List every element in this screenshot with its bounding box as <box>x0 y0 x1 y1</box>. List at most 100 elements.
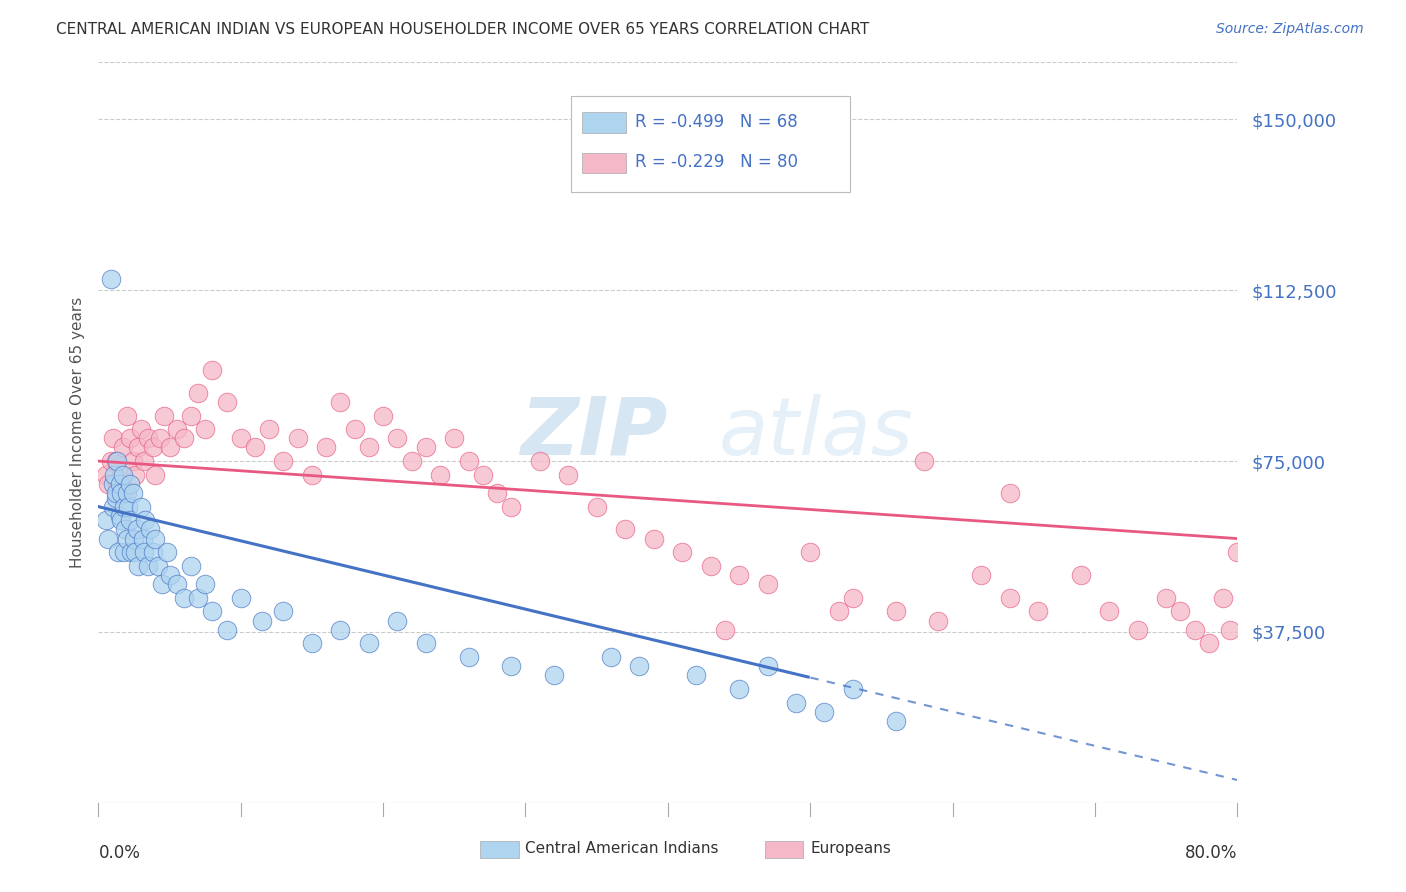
Text: Europeans: Europeans <box>810 841 891 856</box>
Point <box>187 385 209 400</box>
Point <box>94 467 117 482</box>
Point <box>104 454 127 468</box>
Point <box>785 696 807 710</box>
Point <box>828 604 851 618</box>
Text: CENTRAL AMERICAN INDIAN VS EUROPEAN HOUSEHOLDER INCOME OVER 65 YEARS CORRELATION: CENTRAL AMERICAN INDIAN VS EUROPEAN HOUS… <box>56 22 869 37</box>
Point <box>201 604 224 618</box>
Point <box>94 513 117 527</box>
Point <box>180 409 202 423</box>
Point <box>215 395 238 409</box>
Text: atlas: atlas <box>718 393 914 472</box>
Point <box>187 591 209 605</box>
Point <box>813 705 835 719</box>
Point <box>141 545 163 559</box>
Point <box>112 545 135 559</box>
Point <box>243 441 266 455</box>
Point <box>180 558 202 573</box>
Point <box>215 623 238 637</box>
Point <box>120 545 142 559</box>
Point <box>671 545 693 559</box>
Point <box>100 454 122 468</box>
Point <box>628 659 651 673</box>
Point <box>114 523 136 537</box>
Point <box>118 476 141 491</box>
Point <box>343 422 366 436</box>
Point <box>141 441 163 455</box>
Point <box>159 441 181 455</box>
Point <box>115 409 138 423</box>
Point <box>1198 636 1220 650</box>
Point <box>97 476 120 491</box>
Point <box>685 668 707 682</box>
Point <box>100 272 122 286</box>
Point <box>132 545 155 559</box>
Point <box>115 486 138 500</box>
FancyBboxPatch shape <box>571 95 851 192</box>
Point <box>110 513 132 527</box>
Point <box>912 454 935 468</box>
Point <box>127 558 149 573</box>
Point <box>105 454 128 468</box>
Text: 80.0%: 80.0% <box>1185 844 1237 862</box>
Point <box>387 614 409 628</box>
Point <box>129 422 152 436</box>
Point <box>166 577 188 591</box>
Point <box>614 523 637 537</box>
Point <box>229 591 252 605</box>
Point <box>121 486 143 500</box>
Point <box>301 636 323 650</box>
Point <box>842 591 865 605</box>
Point <box>1212 591 1234 605</box>
Point <box>194 577 217 591</box>
Point <box>970 568 993 582</box>
Bar <box>479 840 519 858</box>
Bar <box>582 112 626 133</box>
Point <box>107 545 129 559</box>
Point <box>136 558 159 573</box>
Point <box>756 577 779 591</box>
Point <box>357 441 380 455</box>
Point <box>1070 568 1092 582</box>
Point <box>387 431 409 445</box>
Point <box>127 441 149 455</box>
Point <box>799 545 821 559</box>
Point <box>108 476 131 491</box>
Point <box>457 454 479 468</box>
Point <box>153 409 176 423</box>
Point <box>201 363 224 377</box>
Text: ZIP: ZIP <box>520 393 668 472</box>
Point <box>557 467 579 482</box>
Point <box>998 591 1021 605</box>
Point <box>101 500 124 514</box>
Point <box>401 454 423 468</box>
Bar <box>765 840 803 858</box>
Point <box>1219 623 1241 637</box>
Point <box>149 431 172 445</box>
Point <box>166 422 188 436</box>
Point <box>124 545 146 559</box>
Point <box>145 532 167 546</box>
Point <box>118 431 141 445</box>
Text: R = -0.499   N = 68: R = -0.499 N = 68 <box>636 113 797 131</box>
Point <box>259 422 281 436</box>
Point <box>643 532 665 546</box>
Point <box>1154 591 1177 605</box>
Point <box>529 454 551 468</box>
Point <box>728 568 751 582</box>
Point <box>112 500 135 514</box>
Point <box>111 467 134 482</box>
Point <box>114 486 136 500</box>
Point <box>105 476 128 491</box>
Point <box>415 636 437 650</box>
Point <box>699 558 721 573</box>
Point <box>543 668 565 682</box>
Point <box>110 467 132 482</box>
Point <box>132 454 155 468</box>
Point <box>229 431 252 445</box>
Point <box>1098 604 1121 618</box>
Point <box>884 714 907 728</box>
Point <box>250 614 273 628</box>
Point <box>1170 604 1192 618</box>
Point <box>173 431 195 445</box>
Text: Source: ZipAtlas.com: Source: ZipAtlas.com <box>1216 22 1364 37</box>
